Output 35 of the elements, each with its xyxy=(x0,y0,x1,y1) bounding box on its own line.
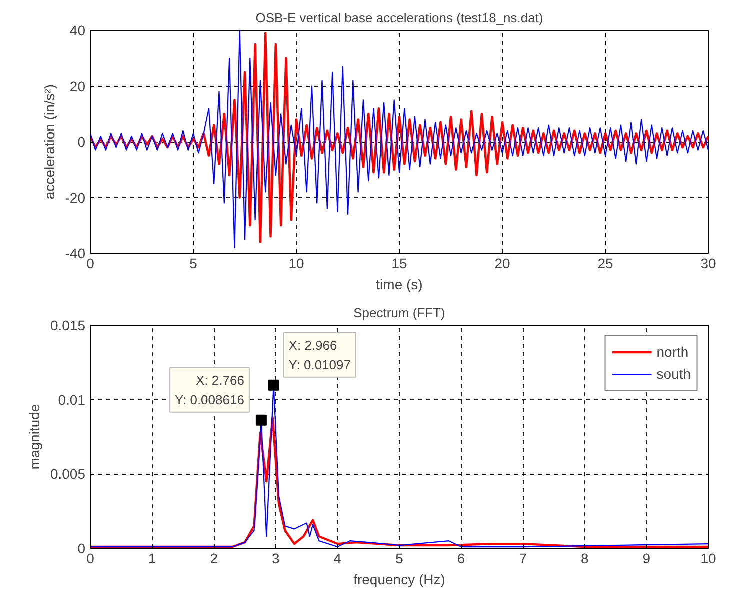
x-tick-label: 5 xyxy=(396,550,404,566)
x-axis-title: frequency (Hz) xyxy=(354,572,446,588)
x-tick-label: 3 xyxy=(272,550,280,566)
x-tick-label: 20 xyxy=(494,256,510,272)
x-tick-label: 10 xyxy=(288,256,304,272)
y-axis-title: magnitude xyxy=(26,404,42,470)
x-tick-label: 7 xyxy=(519,550,528,566)
x-tick-label: 6 xyxy=(457,550,466,566)
y-tick-label: 0 xyxy=(78,134,86,150)
y-tick-label: 0.01 xyxy=(58,392,86,408)
x-tick-label: 10 xyxy=(700,550,716,566)
x-tick-label: 25 xyxy=(598,256,614,272)
x-tick-label: 5 xyxy=(190,256,198,272)
annotation: X: 2.766 Y: 0.008616 xyxy=(175,372,244,408)
y-tick-label: -20 xyxy=(65,190,86,206)
y-tick-label: 40 xyxy=(70,22,86,38)
annotation: X: 2.966 Y: 0.01097 xyxy=(288,338,351,372)
x-tick-label: 1 xyxy=(148,550,156,566)
y-tick-label: 0.005 xyxy=(50,466,86,482)
y-tick-label: 0 xyxy=(78,540,86,556)
chart-title: Spectrum (FFT) xyxy=(354,306,446,320)
x-tick-label: 8 xyxy=(581,550,590,566)
x-tick-label: 4 xyxy=(334,550,342,566)
y-tick-label: 0.015 xyxy=(50,318,86,334)
chart-title: OSB-E vertical base accelerations (test18_ns.dat) xyxy=(256,10,544,26)
x-tick-label: 9 xyxy=(642,550,651,566)
y-axis-title: acceleration (in/s²) xyxy=(41,84,58,200)
legend-label: north xyxy=(656,344,689,360)
x-tick-label: 2 xyxy=(210,550,218,566)
y-tick-label: 20 xyxy=(70,78,86,94)
legend-label: south xyxy=(656,366,691,382)
x-tick-label: 15 xyxy=(392,256,408,272)
x-axis-title: time (s) xyxy=(376,276,423,292)
x-tick-label: 30 xyxy=(700,256,716,272)
y-tick-label: -40 xyxy=(65,246,86,262)
